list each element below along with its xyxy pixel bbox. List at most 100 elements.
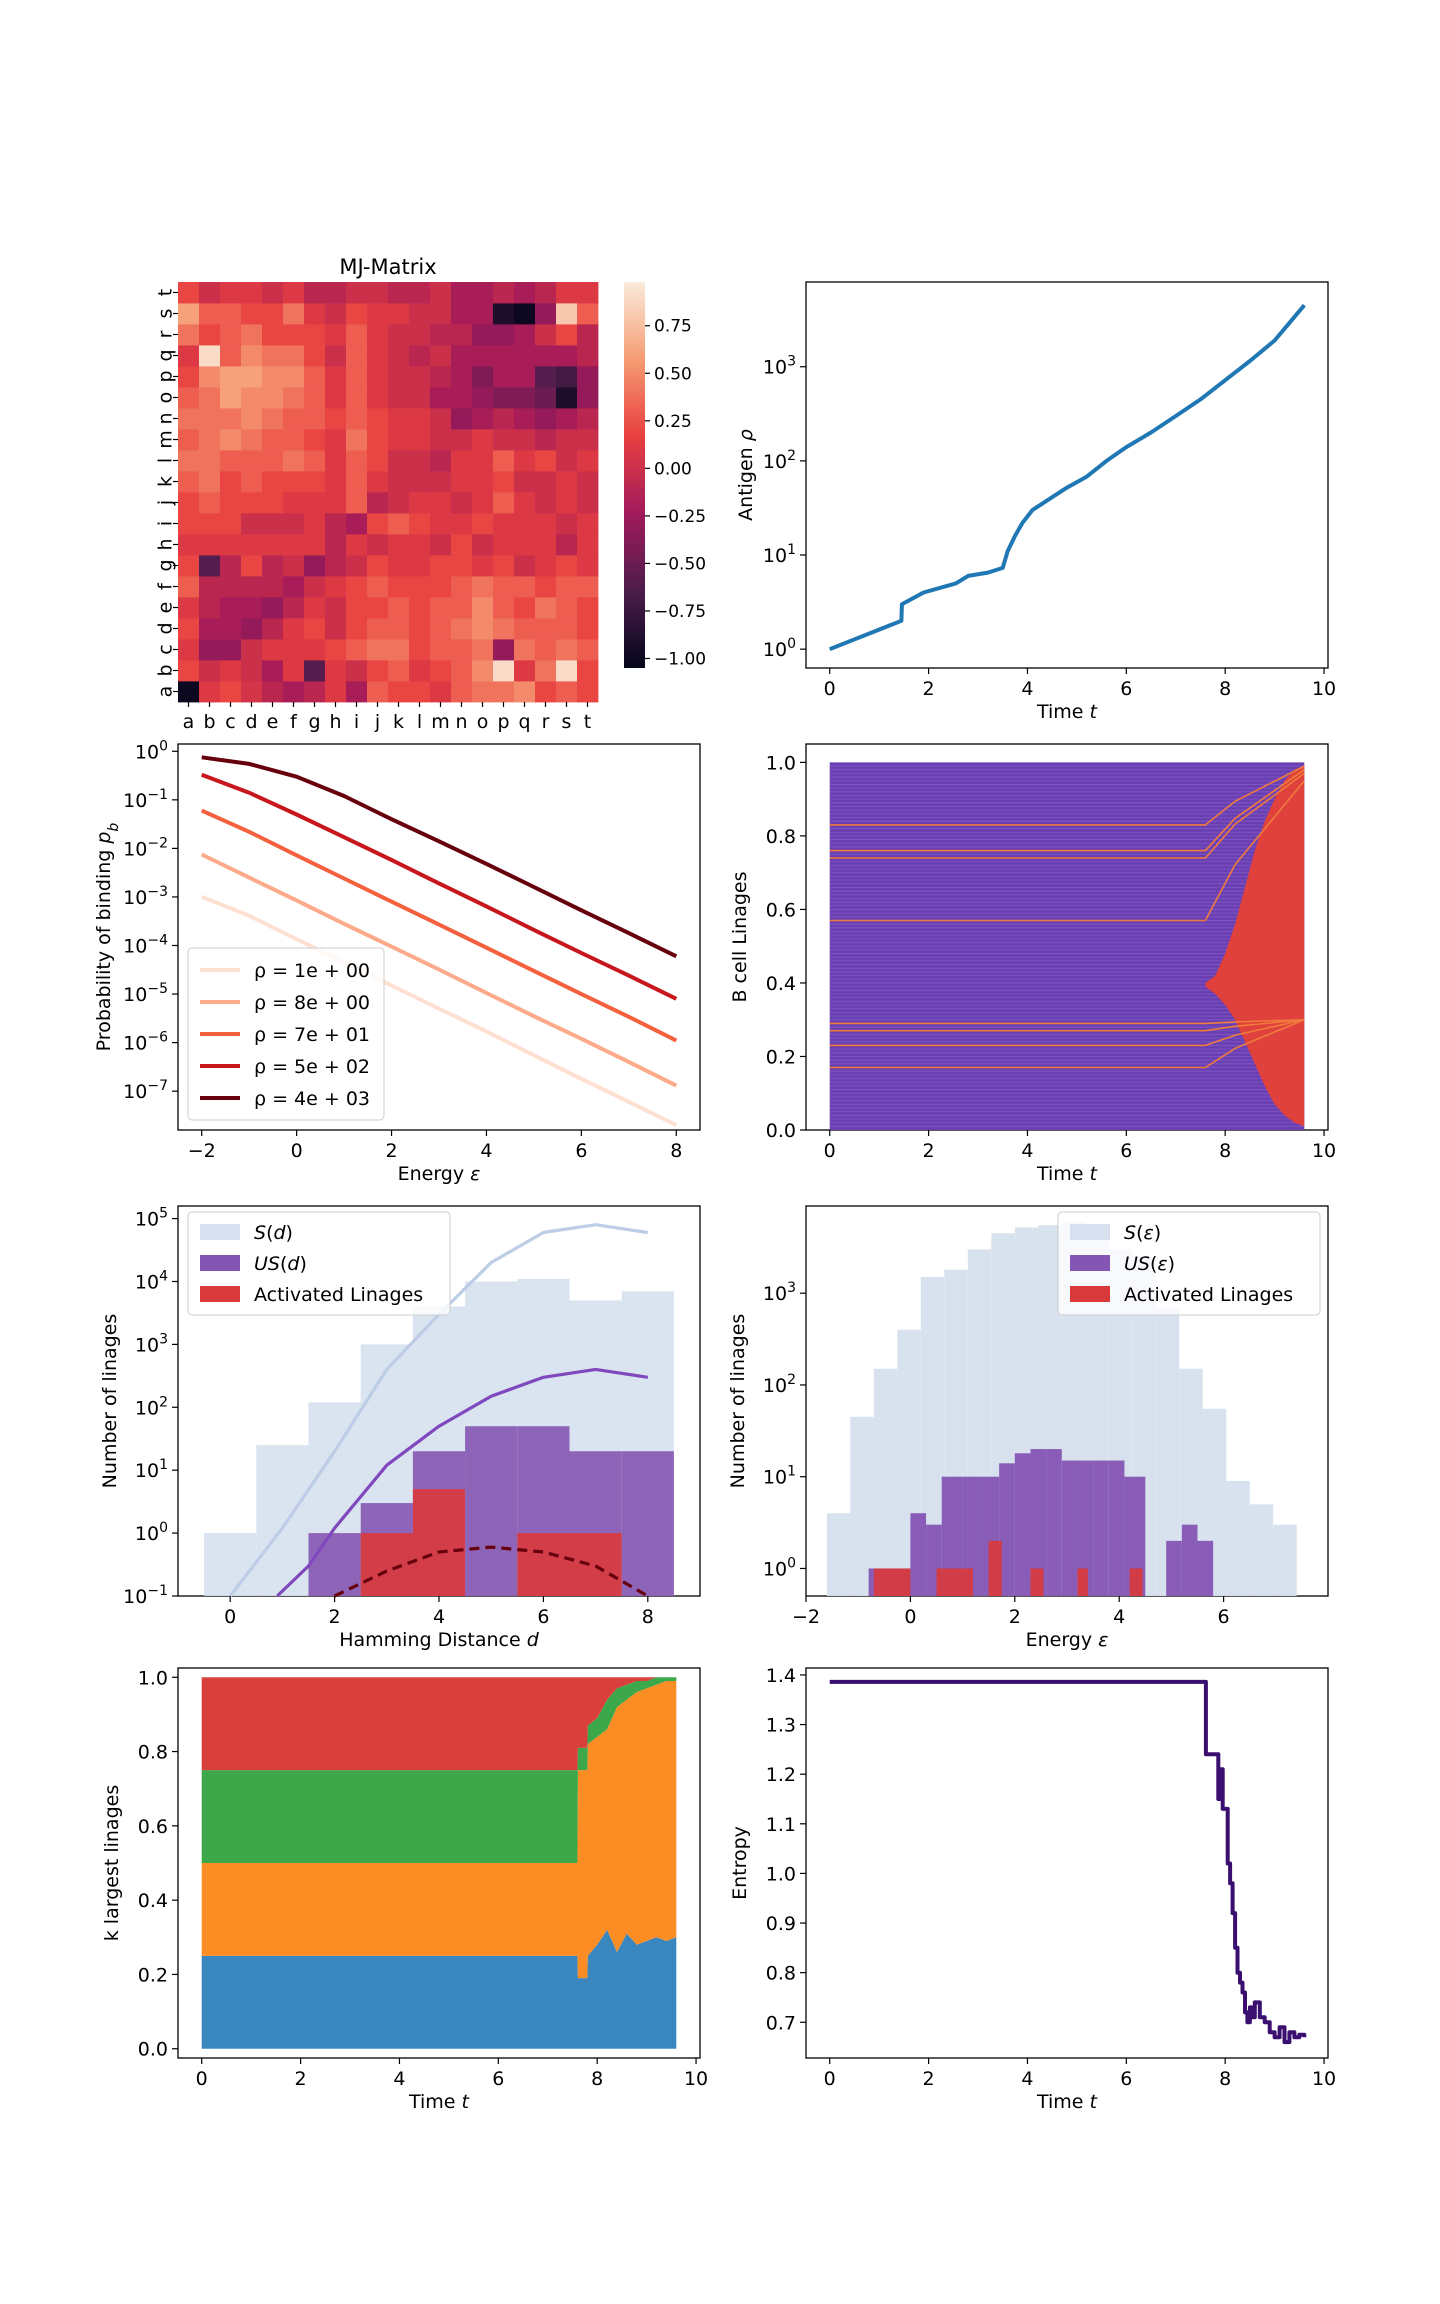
heatmap-cell <box>283 303 305 325</box>
x-tick-label: m <box>431 711 450 733</box>
heatmap-cell <box>220 345 242 367</box>
histogram-bar <box>569 1533 622 1596</box>
heatmap-cell <box>241 576 263 598</box>
heatmap-cell <box>556 513 578 535</box>
y-tick-label: 1.3 <box>766 1715 796 1737</box>
legend-swatch <box>1070 1255 1110 1271</box>
heatmap-cell <box>241 282 263 304</box>
y-tick-label: p <box>155 370 177 382</box>
heatmap-cell <box>241 345 263 367</box>
y-tick-label: n <box>155 412 177 424</box>
heatmap-cell <box>514 618 536 640</box>
y-tick-label: 10−7 <box>123 1078 168 1103</box>
heatmap-cell <box>514 303 536 325</box>
heatmap-cell <box>388 639 410 661</box>
legend-swatch <box>200 1255 240 1271</box>
heatmap-cell <box>178 534 200 556</box>
heatmap-cell <box>556 534 578 556</box>
x-axis-label: Time t <box>1036 1163 1099 1185</box>
heatmap-cell <box>304 324 326 346</box>
heatmap-cell <box>556 660 578 682</box>
y-tick-label: 10−5 <box>123 981 168 1006</box>
heatmap-cell <box>220 576 242 598</box>
heatmap-cell <box>283 639 305 661</box>
heatmap-cell <box>514 513 536 535</box>
heatmap-cell <box>241 324 263 346</box>
y-tick-label: 1.0 <box>138 1667 168 1689</box>
colorbar <box>624 282 645 668</box>
heatmap-cell <box>514 450 536 472</box>
legend-label: ρ = 5e + 02 <box>254 1056 370 1078</box>
heatmap-cell <box>535 681 557 703</box>
heatmap-cell <box>346 408 368 430</box>
heatmap-cell <box>220 450 242 472</box>
entropy-line <box>829 1679 1307 2045</box>
heatmap-cell <box>577 555 599 577</box>
binding-series-line <box>201 755 678 959</box>
histogram-bar <box>1129 1568 1143 1596</box>
heatmap-cell <box>472 471 494 493</box>
heatmap-cell <box>241 492 263 514</box>
heatmap-cell <box>430 345 452 367</box>
heatmap-cell <box>556 576 578 598</box>
heatmap-cell <box>283 408 305 430</box>
heatmap-cell <box>178 282 200 304</box>
heatmap-cell <box>367 660 389 682</box>
histogram-bar <box>1093 1460 1109 1596</box>
heatmap-cell <box>535 513 557 535</box>
heatmap-cell <box>304 387 326 409</box>
heatmap-cell <box>493 408 515 430</box>
heatmap-cell <box>514 555 536 577</box>
histogram-bar <box>1108 1460 1125 1596</box>
histogram-bar <box>1077 1460 1094 1596</box>
activated-lineage-line <box>829 765 1305 826</box>
heatmap-cell <box>451 282 473 304</box>
activated-lineages-area <box>1205 766 1305 1127</box>
x-tick-label: 2 <box>385 1140 397 1162</box>
heatmap-cell <box>577 282 599 304</box>
heatmap-cell <box>472 492 494 514</box>
heatmap-cell <box>346 282 368 304</box>
axes-frame <box>177 743 701 1131</box>
heatmap-cell <box>514 576 536 598</box>
histogram-bar <box>465 1426 518 1596</box>
heatmap-cell <box>346 618 368 640</box>
heatmap-cell <box>178 681 200 703</box>
heatmap-cell <box>514 471 536 493</box>
heatmap-cell <box>472 345 494 367</box>
colorbar-tick-label: −0.75 <box>654 602 706 622</box>
heatmap-cell <box>556 555 578 577</box>
heatmap-cell <box>199 282 221 304</box>
heatmap-cell <box>409 345 431 367</box>
x-axis-label: Time t <box>1036 2091 1099 2113</box>
heatmap-cell <box>493 492 515 514</box>
y-tick-label: 100 <box>763 1555 796 1580</box>
heatmap-cell <box>346 429 368 451</box>
lineage-stack-area <box>201 1677 677 1771</box>
y-tick-label: 100 <box>135 738 168 763</box>
heatmap-cell <box>325 345 347 367</box>
b-cell-lineages-plot: 0 2 4 6 8 10 0.0 0.2 0.4 0.6 0.8 1.0 Time t B cell Li… <box>729 743 1336 1185</box>
heatmap-cell <box>493 303 515 325</box>
x-tick-label: 4 <box>1021 678 1033 700</box>
heatmap-cell <box>430 387 452 409</box>
heatmap-cell <box>430 408 452 430</box>
heatmap-cell <box>430 555 452 577</box>
heatmap-cell <box>535 345 557 367</box>
heatmap-cell <box>430 513 452 535</box>
heatmap-cell <box>430 576 452 598</box>
histogram-bar <box>988 1540 1002 1596</box>
y-tick-label: r <box>155 330 177 338</box>
y-axis-label: B cell Linages <box>729 871 751 1002</box>
heatmap-cell <box>262 324 284 346</box>
x-tick-label: 10 <box>684 2068 708 2090</box>
y-tick-label: 100 <box>763 636 796 661</box>
heatmap-cell <box>472 450 494 472</box>
heatmap-cell <box>430 366 452 388</box>
heatmap-cell <box>514 387 536 409</box>
heatmap-cell <box>556 471 578 493</box>
heatmap-cell <box>430 471 452 493</box>
activated-lineage-line <box>829 1018 1305 1032</box>
x-tick-label: 0 <box>824 2068 836 2090</box>
legend-swatch <box>1070 1286 1110 1302</box>
